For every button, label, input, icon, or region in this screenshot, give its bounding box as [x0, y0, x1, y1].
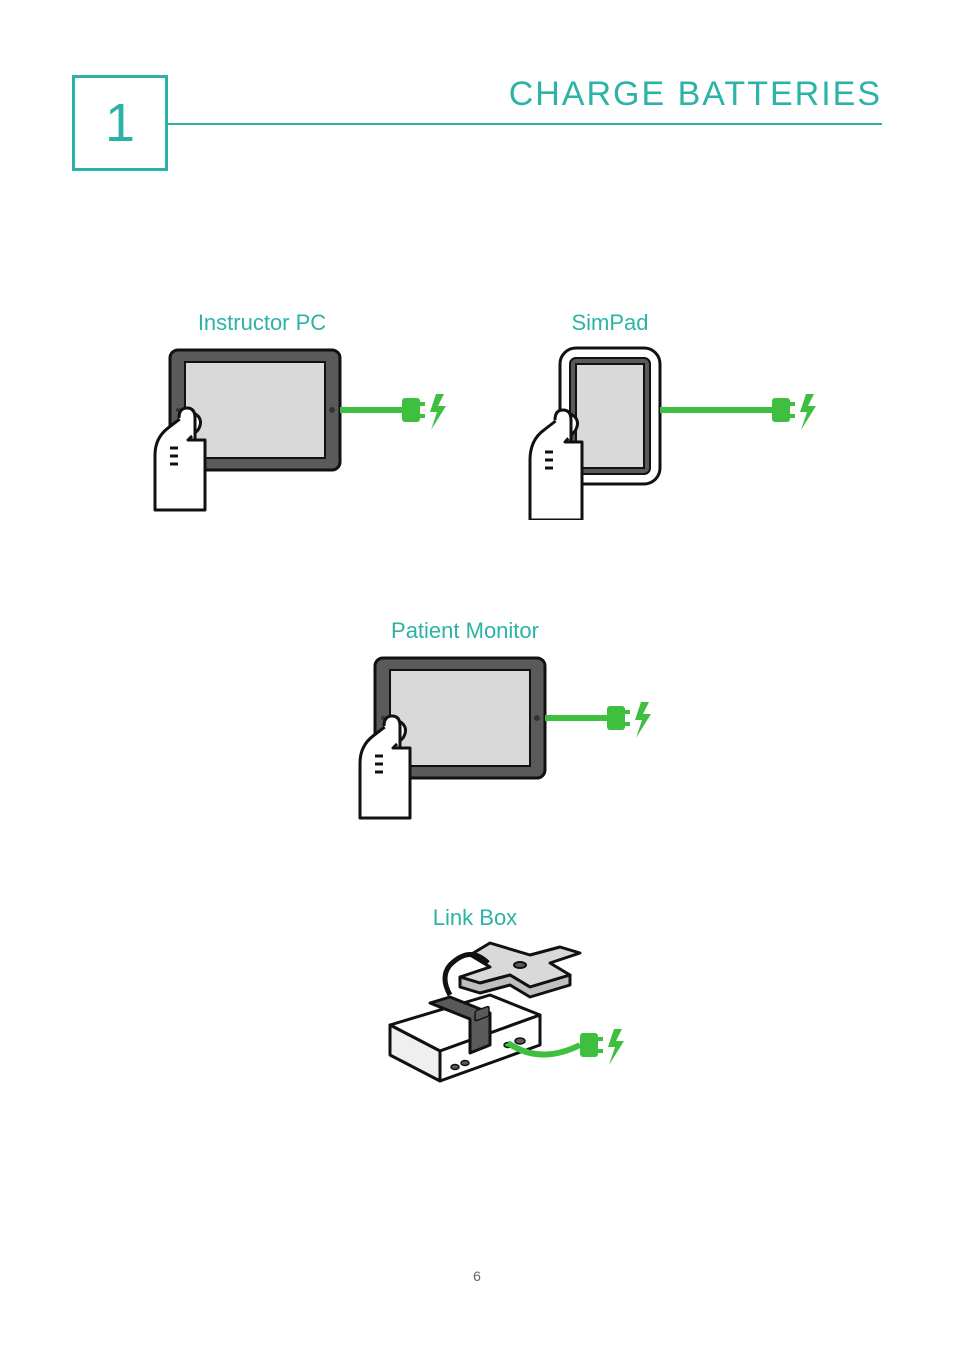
link-box-top-icon — [460, 943, 580, 997]
label-patient-monitor: Patient Monitor — [375, 618, 555, 644]
illustration-instructor-pc — [130, 340, 450, 520]
label-link-box: Link Box — [415, 905, 535, 931]
lightning-icon — [635, 702, 651, 738]
lightning-icon — [800, 394, 816, 430]
label-simpad: SimPad — [550, 310, 670, 336]
hand-icon — [155, 408, 205, 510]
header-rule — [168, 123, 882, 125]
illustration-link-box — [340, 935, 660, 1115]
power-cable-icon — [340, 394, 446, 430]
page-number: 6 — [0, 1268, 954, 1284]
hand-icon — [530, 410, 582, 520]
page: 1 CHARGE BATTERIES Instructor PC SimP — [0, 0, 954, 1354]
power-cable-icon — [660, 394, 816, 430]
illustration-patient-monitor — [335, 648, 655, 828]
step-number: 1 — [105, 92, 135, 154]
power-cable-icon — [545, 702, 651, 738]
step-number-box: 1 — [72, 75, 168, 171]
link-box-bottom-icon — [390, 995, 540, 1081]
lightning-icon — [608, 1029, 624, 1065]
label-instructor-pc: Instructor PC — [182, 310, 342, 336]
illustration-simpad — [520, 340, 840, 520]
page-title: CHARGE BATTERIES — [509, 75, 882, 114]
hand-icon — [360, 716, 410, 818]
lightning-icon — [430, 394, 446, 430]
